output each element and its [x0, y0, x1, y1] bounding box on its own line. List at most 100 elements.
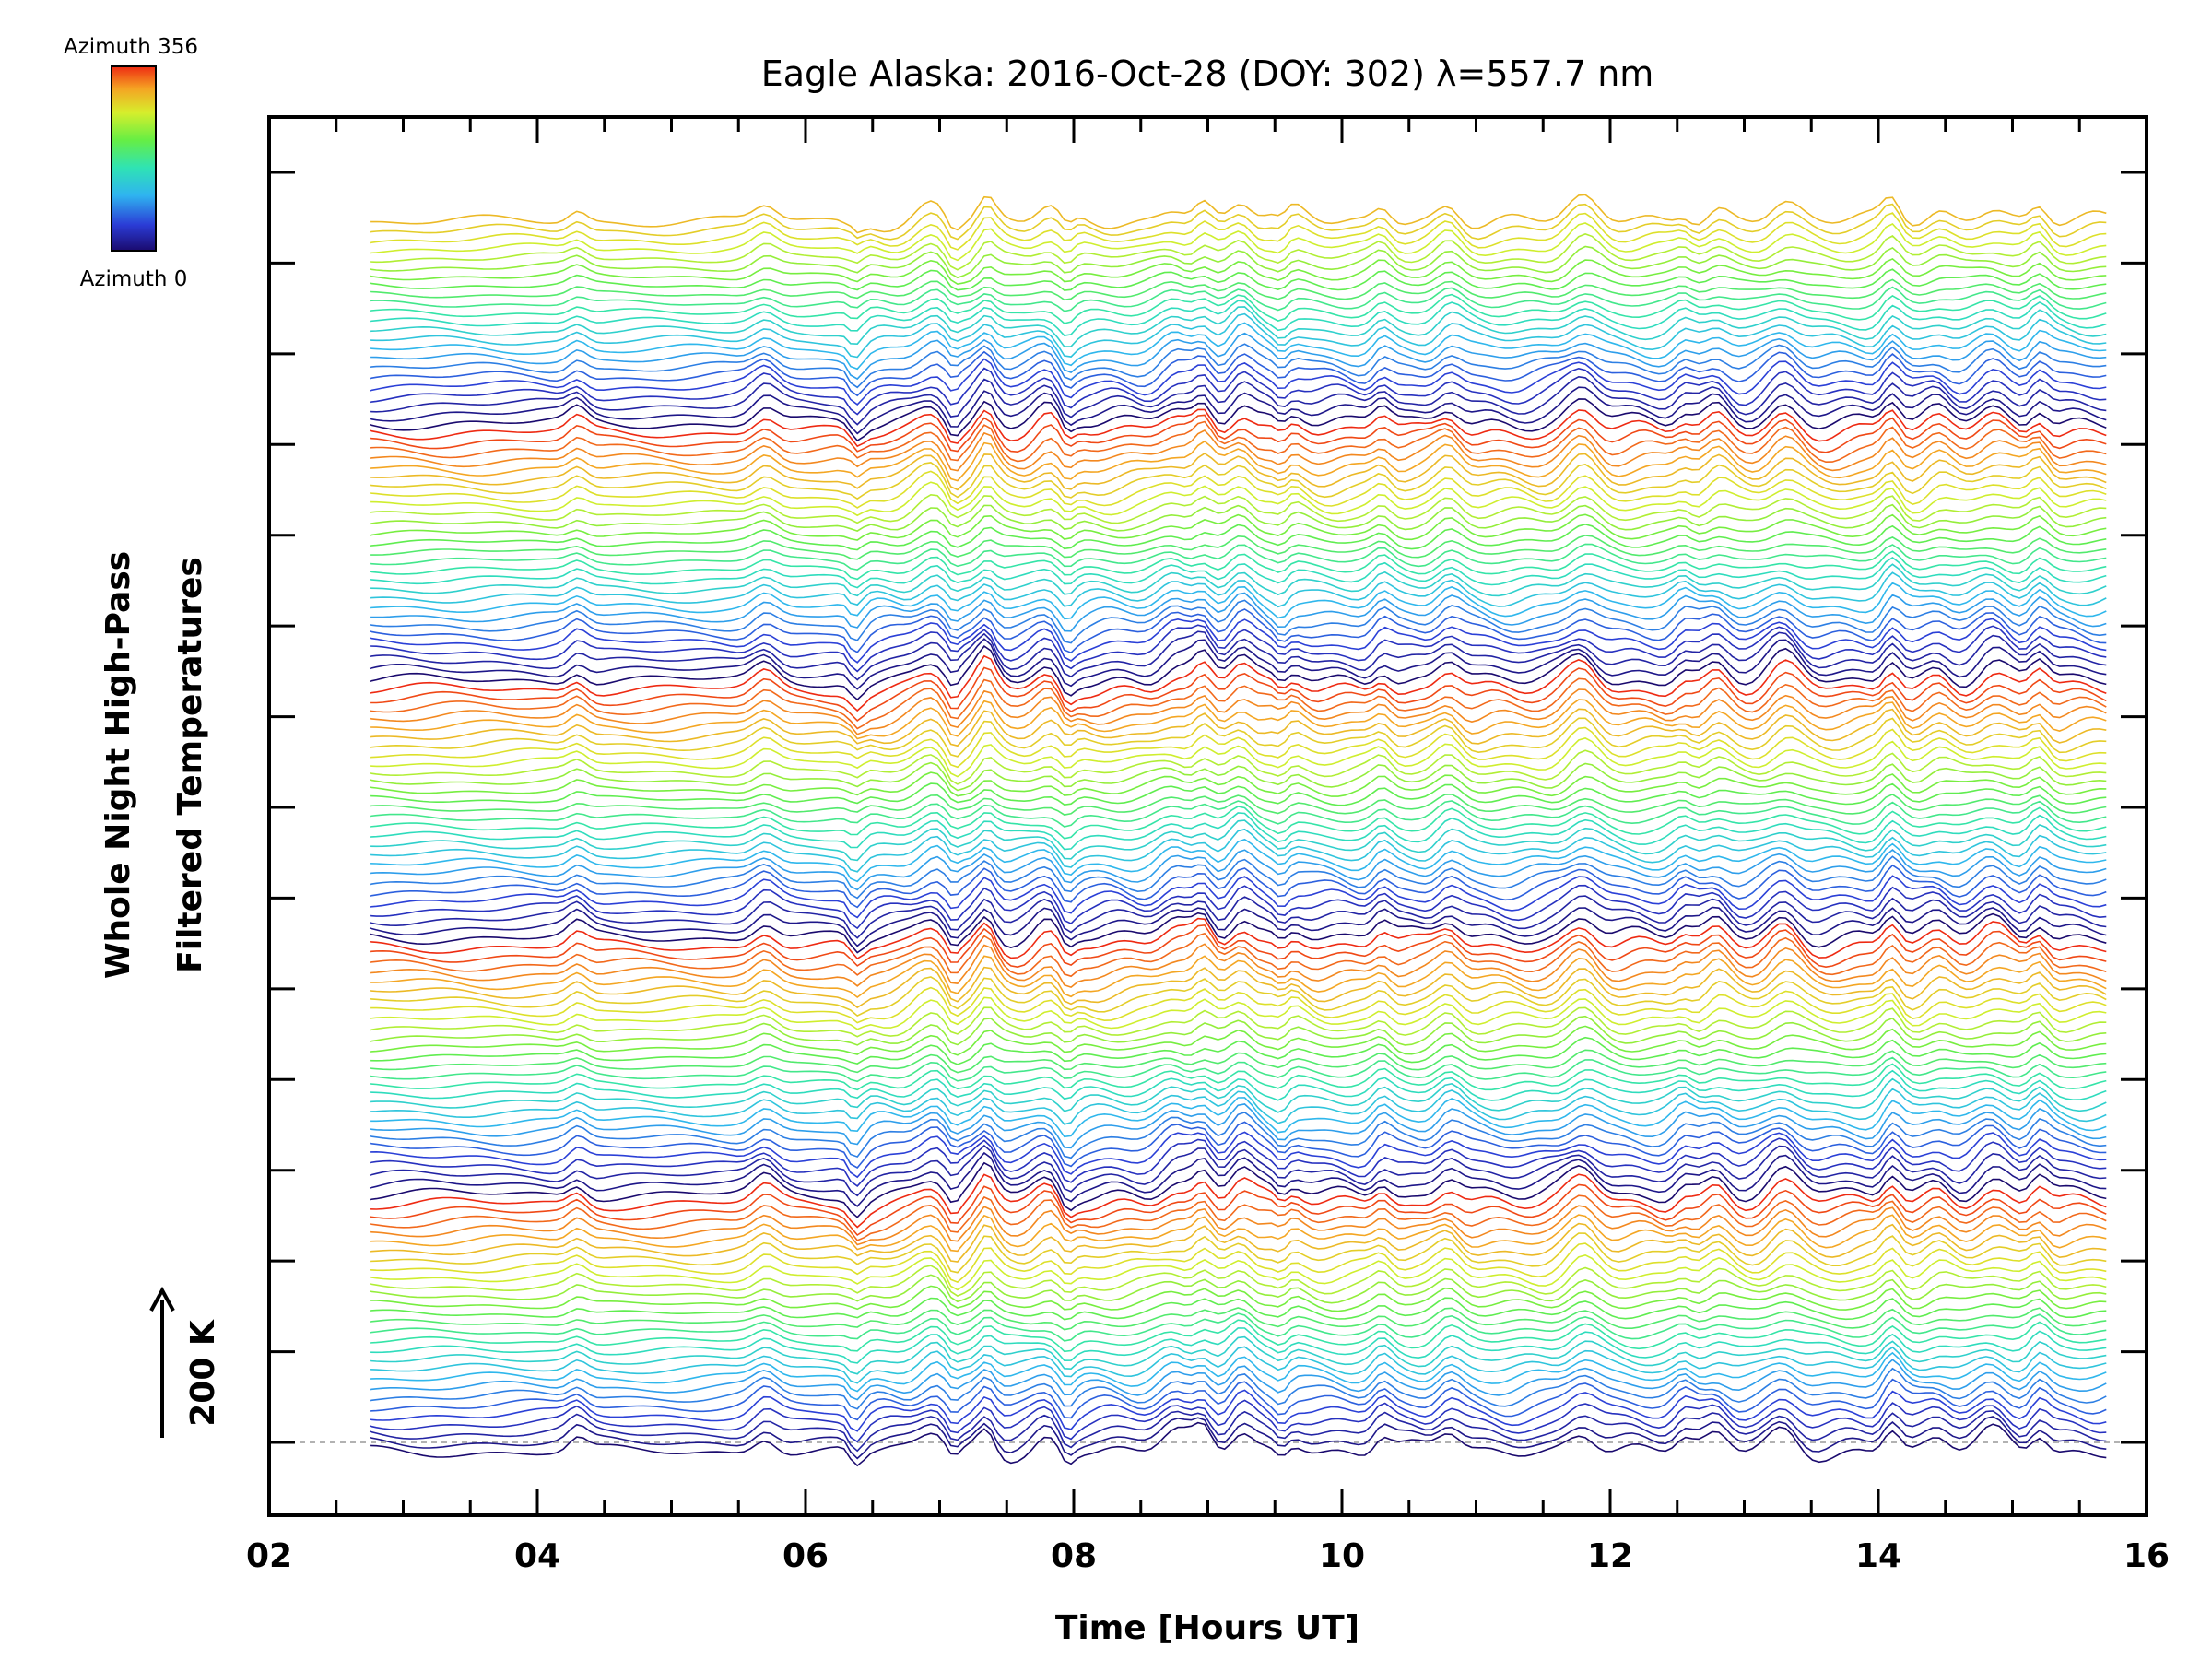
trace-line [370, 535, 2107, 560]
trace-line [369, 1015, 2107, 1046]
trace-line [370, 268, 2107, 291]
trace-line [370, 1389, 2107, 1432]
trace-line [370, 375, 2107, 426]
trace-line [370, 233, 2107, 271]
x-tick-label: 06 [782, 1537, 829, 1575]
trace-line [370, 343, 2107, 389]
trace-line [369, 1410, 2107, 1453]
trace-line [370, 924, 2107, 969]
trace-line [370, 1307, 2107, 1331]
trace-line [370, 470, 2107, 509]
chart-title: Eagle Alaska: 2016-Oct-28 (DOY: 302) λ=5… [761, 53, 1654, 94]
trace-line [369, 386, 2107, 435]
trace-line [370, 212, 2107, 251]
trace-line [369, 1265, 2107, 1298]
trace-line [370, 624, 2107, 673]
trace-line [369, 350, 2107, 397]
colorbar-bottom-label: Azimuth 0 [80, 267, 188, 291]
trace-line [370, 996, 2107, 1030]
trace-line [369, 1112, 2107, 1159]
trace-line [370, 1327, 2107, 1364]
x-tick-label: 14 [1855, 1537, 1901, 1575]
colorbar-gradient [111, 65, 157, 252]
trace-line [370, 1036, 2107, 1065]
trace-line [369, 895, 2107, 939]
trace-line [370, 481, 2107, 517]
scale-bar: 200 K [149, 1286, 222, 1438]
trace-line [369, 503, 2107, 532]
trace-line [369, 398, 2107, 442]
x-tick-label: 02 [246, 1537, 292, 1575]
trace-line [370, 1214, 2107, 1253]
trace-line [369, 1253, 2107, 1291]
trace-line [370, 800, 2107, 828]
trace-line [369, 645, 2107, 701]
trace-line [370, 1088, 2107, 1125]
trace-line [370, 1194, 2107, 1241]
trace-line [370, 1421, 2107, 1467]
trace-line [370, 306, 2107, 347]
trace-line [370, 812, 2107, 851]
trace-line [370, 677, 2107, 730]
trace-line [370, 1367, 2107, 1410]
trace-line [370, 819, 2107, 862]
trace-line [370, 420, 2107, 464]
trace-group [269, 194, 2147, 1467]
trace-line [370, 884, 2107, 930]
trace-line [369, 1416, 2107, 1460]
trace-line [370, 524, 2107, 551]
trace-line [370, 245, 2107, 279]
trace-line [369, 906, 2107, 947]
scale-bar-arrow-icon [149, 1286, 175, 1312]
trace-line [370, 563, 2107, 597]
trace-line [370, 875, 2107, 919]
colorbar: Azimuth 356 Azimuth 0 [64, 35, 198, 291]
trace-line [370, 557, 2107, 589]
trace-line [370, 286, 2107, 312]
trace-line [369, 855, 2107, 900]
y-axis-label: Whole Night High-Pass Filtered Temperatu… [100, 551, 209, 979]
trace-line [370, 726, 2107, 769]
trace-line [370, 322, 2107, 371]
trace-line [369, 654, 2107, 712]
trace-line [370, 1063, 2107, 1091]
x-tick-label: 12 [1587, 1537, 1633, 1575]
trace-line [370, 582, 2107, 620]
trace-line [369, 638, 2107, 690]
trace-line [370, 367, 2107, 416]
trace-line [370, 838, 2107, 883]
trace-line [370, 966, 2107, 1009]
trace-line [370, 1121, 2107, 1170]
trace-line [370, 1312, 2107, 1342]
trace-line [370, 1359, 2107, 1401]
scale-bar-label: 200 K [184, 1319, 222, 1427]
trace-line [370, 1222, 2107, 1263]
trace-line [370, 793, 2107, 816]
trace-line [370, 440, 2107, 482]
trace-line [370, 278, 2107, 301]
trace-line [370, 717, 2107, 758]
x-tick-label: 08 [1051, 1537, 1097, 1575]
trace-line [369, 1137, 2107, 1187]
trace-line [370, 1183, 2107, 1237]
trace-line [370, 1319, 2107, 1353]
trace-line [369, 618, 2107, 664]
trace-line [369, 1151, 2107, 1207]
trace-line [369, 1399, 2107, 1443]
trace-line [369, 912, 2107, 954]
trace-line [369, 761, 2107, 792]
trace-line [370, 1378, 2107, 1421]
trace-line [370, 203, 2107, 241]
trace-line [370, 1025, 2107, 1056]
trace-line [370, 550, 2107, 581]
trace-line [369, 1144, 2107, 1197]
trace-line [370, 452, 2107, 491]
trace-line [370, 1351, 2107, 1393]
x-tick-label: 16 [2124, 1537, 2170, 1575]
trace-line [370, 414, 2107, 453]
trace-line [370, 630, 2107, 681]
x-axis-label: Time [Hours UT] [1055, 1609, 1359, 1647]
x-tick-label: 04 [514, 1537, 560, 1575]
trace-line [370, 917, 2107, 960]
axis-ticks [267, 117, 2148, 1515]
